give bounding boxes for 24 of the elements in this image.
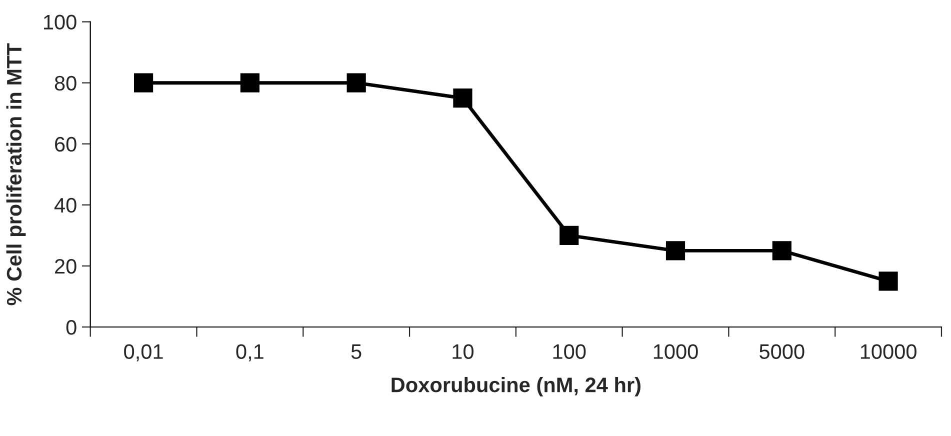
y-tick-label: 100 <box>44 14 76 30</box>
point <box>134 73 154 92</box>
point <box>560 226 579 245</box>
x-tick-label: 0,01 <box>124 344 163 362</box>
y-axis-title: % Cell proliferation in MTT <box>6 43 26 306</box>
y-tick-label: 60 <box>55 136 76 152</box>
point <box>453 88 472 108</box>
y-tick-label: 80 <box>54 76 76 91</box>
x-tick-label: 10000 <box>860 344 916 359</box>
x-tick-label: 0,1 <box>236 344 264 362</box>
x-tick-label: 100 <box>553 344 586 359</box>
x-tick-label: 1000 <box>654 344 698 359</box>
x-tick-label: 5000 <box>760 344 804 359</box>
point <box>878 272 898 291</box>
x-tick-label: 10 <box>452 344 474 359</box>
point <box>666 241 686 260</box>
x-axis-title: Doxorubucine (nM, 24 hr) <box>392 376 640 396</box>
y-tick-label: 20 <box>55 258 76 274</box>
point <box>772 241 792 260</box>
x-tick-label: 5 <box>351 344 362 359</box>
point <box>240 73 260 92</box>
y-tick-label: 0 <box>66 320 76 335</box>
point <box>346 73 366 92</box>
y-tick-label: 40 <box>54 198 76 213</box>
